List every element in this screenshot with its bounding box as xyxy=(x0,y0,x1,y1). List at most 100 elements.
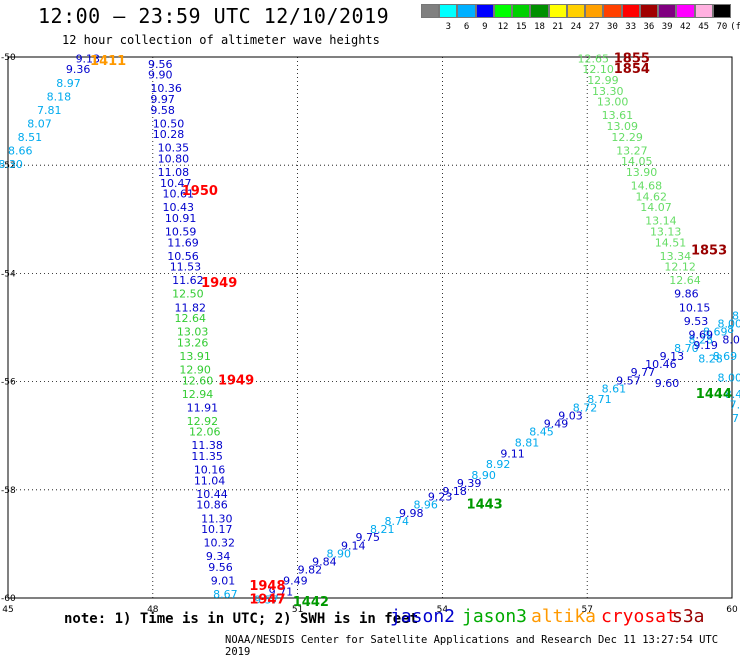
wave-height-label: 9.97 xyxy=(150,93,175,106)
wave-height-label: 8.00 xyxy=(718,372,740,385)
wave-height-label: 11.69 xyxy=(167,236,199,249)
wave-height-label: 9.49 xyxy=(283,574,308,587)
legend-swatch xyxy=(457,4,476,18)
time-label: 1442 xyxy=(293,595,329,610)
wave-height-label: 9.23 xyxy=(428,491,453,504)
wave-height-label: 7.81 xyxy=(37,104,62,117)
wave-height-label: 12.99 xyxy=(587,74,619,87)
legend-swatch xyxy=(658,4,677,18)
legend-label: 45 xyxy=(698,22,710,32)
legend-swatch xyxy=(530,4,549,18)
wave-height-label: 12.60 xyxy=(182,374,214,387)
wave-height-label: 9.90 xyxy=(148,69,173,82)
wave-height-label: 12.92 xyxy=(187,415,219,428)
time-label: 1854 xyxy=(614,62,650,77)
legend-label: 42 xyxy=(679,22,691,32)
wave-height-label: 10.86 xyxy=(196,499,228,512)
wave-height-label: 10.16 xyxy=(194,464,226,477)
wave-height-label: 11.30 xyxy=(201,512,233,525)
wave-height-label: 8.30 xyxy=(0,158,23,171)
legend-swatch xyxy=(548,4,567,18)
legend-swatch xyxy=(566,4,586,18)
legend-label: 33 xyxy=(625,22,637,32)
wave-height-label: 13.34 xyxy=(660,250,692,263)
chart-subtitle: 12 hour collection of altimeter wave hei… xyxy=(62,33,380,47)
wave-height-label: 8.96 xyxy=(413,499,438,512)
wave-height-label: 13.61 xyxy=(602,109,634,122)
time-label: 1853 xyxy=(691,243,727,258)
wave-height-label: 14.51 xyxy=(655,236,687,249)
wave-height-label: 10.91 xyxy=(165,212,197,225)
wave-height-label: 14.05 xyxy=(621,155,653,168)
x-tick-label: 54 xyxy=(437,605,449,615)
legend-label: 9 xyxy=(482,22,488,32)
y-tick-label: -56 xyxy=(1,378,16,388)
legend-label: 21 xyxy=(552,22,564,32)
wave-height-label: 9.39 xyxy=(457,477,482,490)
wave-height-label: 9.11 xyxy=(500,447,525,460)
wave-height-label: 12.65 xyxy=(578,52,610,65)
wave-height-label: 10.59 xyxy=(165,226,197,239)
chart-title: 12:00 — 23:59 UTC 12/10/2019 xyxy=(38,4,390,28)
satellite-jason2: jason2 xyxy=(390,606,456,627)
wave-height-label: 10.17 xyxy=(201,523,233,536)
legend-swatch xyxy=(712,4,731,18)
legend-swatch xyxy=(512,4,531,18)
wave-height-label: 8.81 xyxy=(515,437,540,450)
wave-height-label: 8.92 xyxy=(486,458,511,471)
wave-height-label: 11.62 xyxy=(172,274,204,287)
legend-label: 30 xyxy=(607,22,618,32)
x-tick-label: 57 xyxy=(581,605,592,615)
wave-height-label: 12.94 xyxy=(182,388,214,401)
color-legend xyxy=(421,4,731,18)
wave-height-label: 8.21 xyxy=(370,523,395,536)
wave-height-label: 11.53 xyxy=(170,261,202,274)
x-tick-label: 51 xyxy=(292,605,303,615)
wave-height-label: 7 xyxy=(732,412,739,425)
wave-height-label: 8.18 xyxy=(47,90,72,103)
wave-height-label: 14.07 xyxy=(640,201,672,214)
time-label: 1949 xyxy=(218,373,254,388)
wave-height-label: 10.50 xyxy=(153,117,185,130)
legend-swatch xyxy=(475,4,494,18)
wave-height-label: 8.97 xyxy=(56,77,80,90)
wave-height-label: 9.71 xyxy=(269,585,294,598)
wave-height-label: 8 xyxy=(727,323,734,336)
legend-label: 3 xyxy=(445,22,452,32)
footer-note: note: 1) Time is in UTC; 2) SWH is in fe… xyxy=(64,611,419,627)
wave-height-label: 9.19 xyxy=(693,339,718,352)
wave-height-label: 11.38 xyxy=(191,439,223,452)
legend-swatch xyxy=(421,4,440,18)
legend-swatch xyxy=(694,4,713,18)
wave-height-label: 9.03 xyxy=(558,409,583,422)
wave-height-label: 10.36 xyxy=(150,82,182,95)
wave-height-label: 10.35 xyxy=(158,142,190,155)
wave-height-label: 9.82 xyxy=(298,564,323,577)
wave-height-label: 8.90 xyxy=(327,547,352,560)
wave-height-label: 13.14 xyxy=(645,215,677,228)
legend-swatch xyxy=(603,4,622,18)
wave-height-label: 11.04 xyxy=(194,474,226,487)
wave-height-label: 12.06 xyxy=(189,426,221,439)
wave-height-label: 12.64 xyxy=(175,312,207,325)
wave-height-label: 8.03 xyxy=(722,334,740,347)
y-tick-label: -60 xyxy=(1,594,16,604)
wave-height-label: 9.57 xyxy=(616,374,641,387)
legend-label: 39 xyxy=(661,22,673,32)
wave-height-label: 12.10 xyxy=(582,63,614,76)
wave-height-label: 10.47 xyxy=(160,177,192,190)
wave-height-label: 13.26 xyxy=(177,336,209,349)
wave-height-label: 13.30 xyxy=(592,85,624,98)
wave-height-label: 9.57 xyxy=(254,593,279,606)
time-label: 1949 xyxy=(201,276,237,291)
wave-height-label: 9.13 xyxy=(660,350,685,363)
wave-height-label: 10.46 xyxy=(645,358,677,371)
wave-height-label: 9.53 xyxy=(684,315,709,328)
legend-label: 6 xyxy=(463,22,470,32)
y-tick-label: -54 xyxy=(1,269,16,279)
y-tick-label: -50 xyxy=(1,53,16,63)
time-label: 1855 xyxy=(614,51,650,66)
time-label: 1443 xyxy=(467,498,503,513)
satellite-jason3: jason3 xyxy=(462,606,528,627)
